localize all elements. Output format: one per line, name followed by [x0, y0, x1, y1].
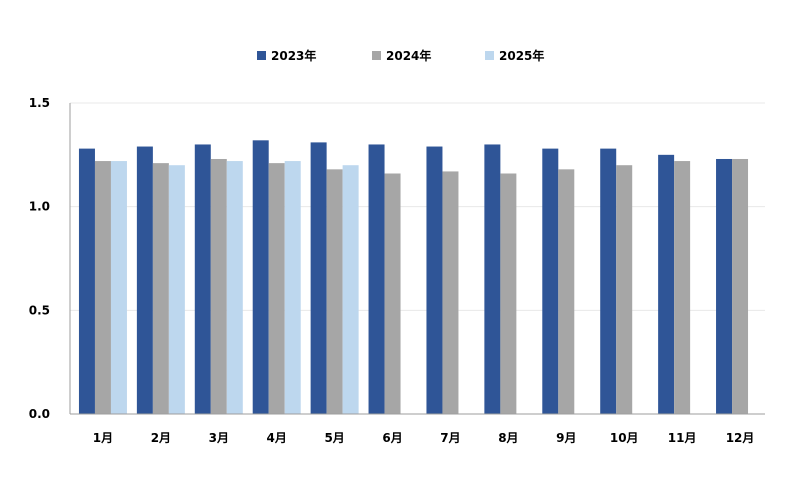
x-tick-labels: 1月 2月 3月 4月 5月 6月 7月 8月 9月 10月 11月 12月: [93, 431, 755, 445]
y-tick-label: 1.5: [29, 96, 50, 110]
bar-2023年-8月: [484, 144, 501, 414]
bar-2025年-3月: [226, 161, 243, 414]
bar-2023年-5月: [310, 142, 327, 415]
bar-2024年-8月: [500, 173, 517, 414]
y-tick-label: 0.5: [29, 303, 50, 317]
bar-2024年-4月: [268, 163, 285, 414]
bar-2025年-4月: [284, 161, 301, 414]
bar-2023年-9月: [542, 148, 559, 414]
x-tick-label: 4月: [267, 431, 287, 445]
bars: [78, 140, 749, 415]
legend-item: 2025年: [485, 48, 544, 63]
bar-2023年-2月: [136, 146, 153, 415]
bar-2024年-3月: [210, 158, 227, 414]
bar-2024年-12月: [732, 158, 749, 414]
bar-2024年-5月: [326, 169, 343, 414]
y-tick-label: 0.0: [29, 407, 50, 421]
x-tick-label: 2月: [151, 431, 171, 445]
bar-2023年-11月: [658, 154, 675, 415]
bar-2024年-10月: [616, 165, 633, 414]
gridlines: [70, 102, 765, 311]
bar-2024年-7月: [442, 171, 459, 414]
legend-label: 2024年: [386, 48, 431, 63]
bar-2024年-1月: [94, 161, 111, 414]
bar-2025年-5月: [342, 165, 359, 414]
axes: [69, 103, 765, 415]
bar-2023年-7月: [426, 146, 443, 415]
bar-2023年-4月: [252, 140, 269, 414]
bar-2023年-6月: [368, 144, 385, 414]
bar-2025年-2月: [168, 165, 185, 414]
x-tick-label: 8月: [498, 431, 518, 445]
legend-label: 2023年: [271, 48, 316, 63]
bar-2024年-6月: [384, 173, 401, 414]
x-tick-label: 3月: [209, 431, 229, 445]
bar-2023年-10月: [600, 148, 617, 414]
bar-2023年-3月: [194, 144, 211, 414]
bar-2024年-2月: [152, 163, 169, 414]
bar-2024年-9月: [558, 169, 575, 414]
y-tick-labels: 0.0 0.5 1.0 1.5: [29, 96, 50, 421]
x-tick-label: 10月: [610, 431, 639, 445]
bar-2023年-1月: [78, 148, 95, 414]
x-tick-label: 5月: [324, 431, 344, 445]
x-tick-label: 7月: [440, 431, 460, 445]
legend-swatch: [372, 51, 381, 60]
legend: 2023年 2024年 2025年: [257, 48, 544, 63]
legend-label: 2025年: [499, 48, 544, 63]
legend-swatch: [485, 51, 494, 60]
x-tick-label: 9月: [556, 431, 576, 445]
x-tick-label: 12月: [726, 431, 755, 445]
x-tick-label: 1月: [93, 431, 113, 445]
legend-item: 2024年: [372, 48, 431, 63]
bar-2025年-1月: [110, 161, 127, 414]
x-tick-label: 11月: [668, 431, 697, 445]
legend-swatch: [257, 51, 266, 60]
y-tick-label: 1.0: [29, 200, 50, 214]
legend-item: 2023年: [257, 48, 316, 63]
x-tick-label: 6月: [382, 431, 402, 445]
bar-2023年-12月: [716, 158, 733, 414]
bar-2024年-11月: [674, 161, 691, 414]
